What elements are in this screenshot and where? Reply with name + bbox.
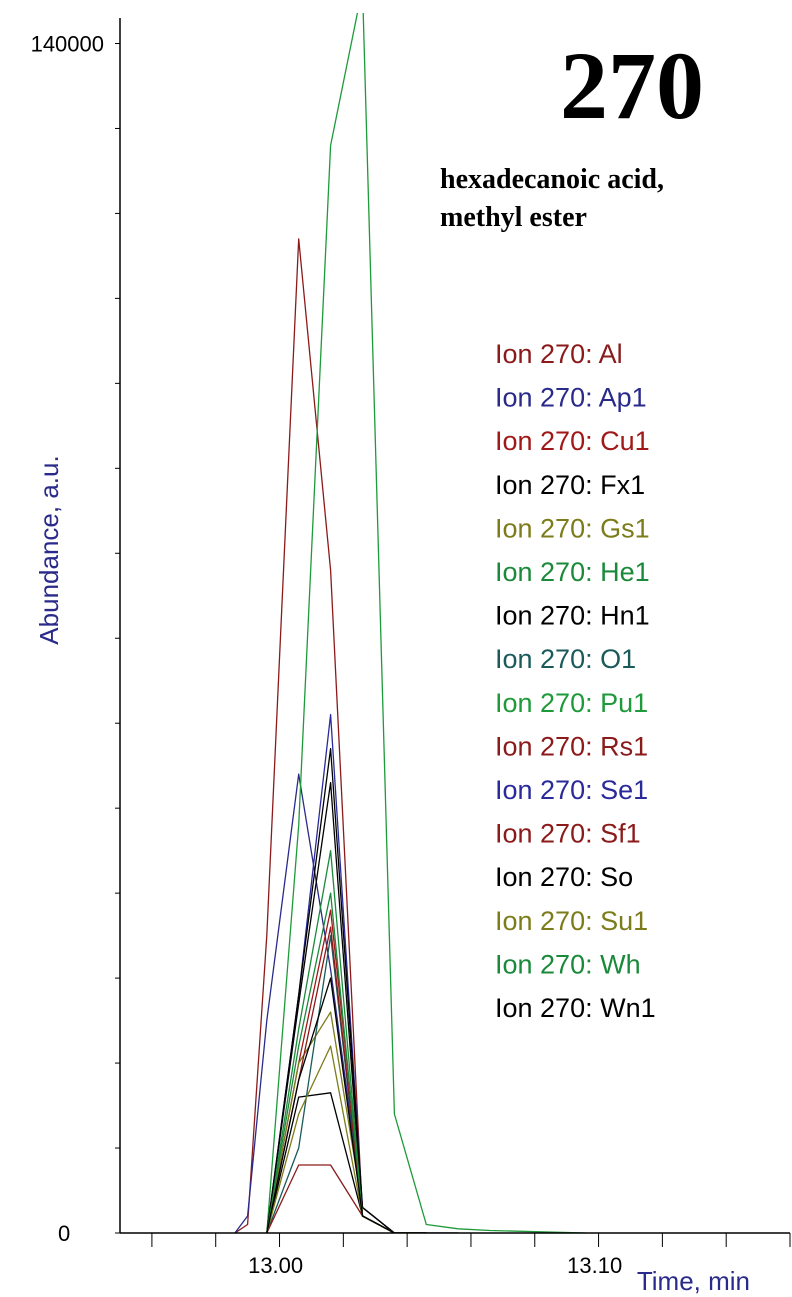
legend-entry-3: Ion 270: Fx1 — [495, 470, 645, 500]
chart-subtitle-line-2: methyl ester — [440, 202, 587, 233]
chart-subtitle-line-1: hexadecanoic acid, — [440, 164, 664, 195]
series-line-13 — [266, 1045, 427, 1233]
y-axis-title: Abundance, a.u. — [34, 455, 64, 644]
legend-entry-11: Ion 270: Sf1 — [495, 819, 641, 849]
series-line-0 — [234, 238, 459, 1233]
series-line-14 — [266, 892, 427, 1233]
y-minor-ticks — [115, 42, 120, 1234]
series-line-3 — [266, 782, 427, 1233]
series-line-4 — [266, 1011, 427, 1233]
legend-entry-6: Ion 270: Hn1 — [495, 601, 650, 631]
x-axis-title: Time, min — [637, 1266, 750, 1296]
series-lines — [234, 13, 586, 1233]
legend-entry-1: Ion 270: Ap1 — [495, 383, 647, 413]
legend-entry-0: Ion 270: Al — [495, 339, 623, 369]
legend-entry-14: Ion 270: Wh — [495, 949, 641, 979]
legend-entry-13: Ion 270: Su1 — [495, 906, 648, 936]
legend: Ion 270: Al Ion 270: Ap1 Ion 270: Cu1 Ion 2… — [495, 339, 656, 1023]
legend-entry-4: Ion 270: Gs1 — [495, 513, 650, 543]
legend-entry-15: Ion 270: Wn1 — [495, 993, 656, 1023]
series-line-12 — [266, 748, 427, 1233]
x-ticks — [151, 1233, 791, 1247]
axes — [115, 18, 791, 1247]
y-tick-label-1: 140000 — [31, 31, 104, 56]
legend-entry-7: Ion 270: O1 — [495, 644, 636, 674]
chart-title: 270 — [560, 32, 704, 139]
legend-entry-9: Ion 270: Rs1 — [495, 731, 648, 761]
series-line-15 — [266, 977, 427, 1233]
series-line-5 — [266, 850, 427, 1233]
legend-entry-10: Ion 270: Se1 — [495, 775, 648, 805]
series-line-1 — [234, 773, 459, 1233]
series-line-8 — [266, 13, 586, 1233]
tick-labels: 0 140000 13.00 13.10 — [31, 31, 623, 1278]
y-tick-label-0: 0 — [58, 1221, 70, 1246]
x-tick-label-0: 13.00 — [248, 1253, 303, 1278]
legend-entry-2: Ion 270: Cu1 — [495, 426, 650, 456]
series-line-6 — [266, 1092, 427, 1233]
legend-entry-8: Ion 270: Pu1 — [495, 688, 648, 718]
x-tick-label-1: 13.10 — [567, 1253, 622, 1278]
legend-entry-12: Ion 270: So — [495, 862, 633, 892]
legend-entry-5: Ion 270: He1 — [495, 557, 650, 587]
series-line-9 — [266, 1164, 427, 1233]
